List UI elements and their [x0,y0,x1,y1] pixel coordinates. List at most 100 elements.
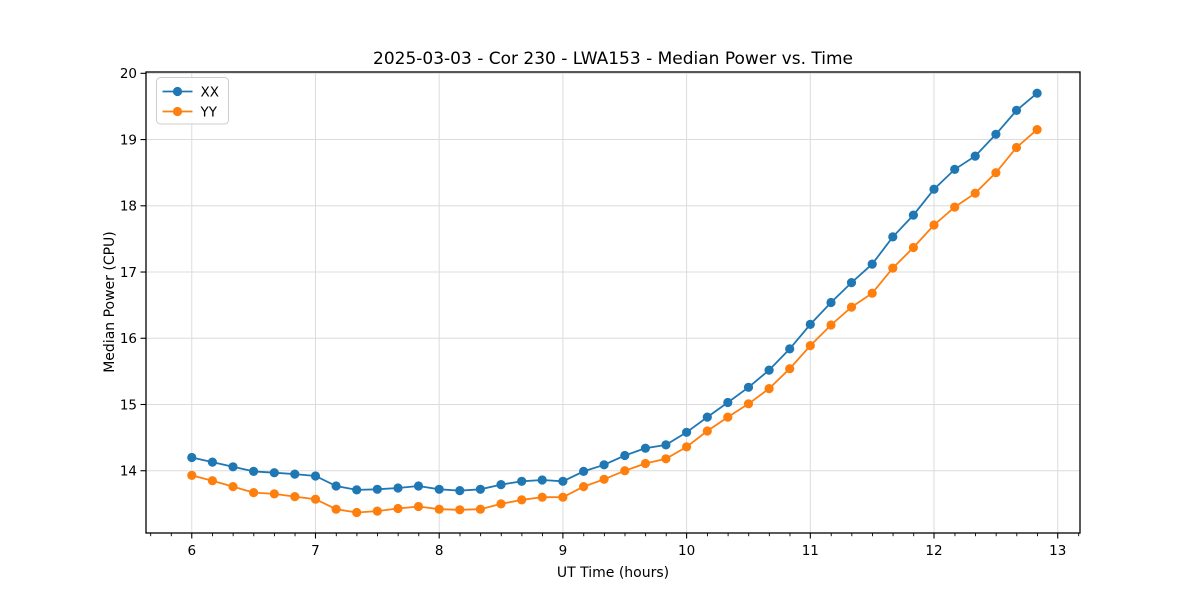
data-point [579,482,589,492]
data-point [867,259,877,269]
data-point [723,397,733,408]
data-point [723,412,733,422]
data-point [929,184,939,194]
data-point [249,488,259,498]
data-point [682,442,692,452]
data-point [929,220,939,230]
data-point [785,344,795,354]
y-axis-label: Median Power (CPU) [102,231,118,373]
legend-marker-icon [172,86,183,97]
data-point [950,164,960,174]
data-point [310,471,321,481]
data-point [434,504,444,514]
data-point [372,484,382,494]
data-point [743,399,754,409]
x-tick-label: 8 [435,543,444,559]
data-point [413,481,424,491]
data-point [620,450,630,461]
x-tick-label: 10 [678,543,695,559]
y-tick-label: 20 [120,66,137,82]
data-point [682,427,692,437]
data-point [496,480,506,490]
x-tick-label: 7 [311,543,320,559]
x-axis-label: UT Time (hours) [556,565,670,581]
data-point [991,129,1001,139]
data-point [537,475,547,485]
data-point [764,365,774,375]
data-point [249,466,259,476]
series-yy [187,125,1042,518]
axes-spines [145,71,1081,534]
legend-entry-xx: XX [162,84,220,100]
data-point [413,501,424,512]
data-point [352,507,362,518]
x-tick-label: 6 [187,543,196,559]
data-point [1032,125,1042,135]
data-point [805,341,815,351]
data-point [537,492,547,502]
data-point [970,151,980,161]
data-point [331,504,341,514]
legend-label: XX [201,84,220,100]
data-point [867,288,877,298]
data-point [599,474,609,484]
data-point [702,412,712,422]
data-point [269,468,279,478]
data-point [846,278,857,288]
data-point [475,504,485,514]
data-point [888,232,898,242]
data-point [599,460,609,470]
y-tick-label: 18 [120,199,137,215]
data-point [558,476,568,486]
data-point [661,440,671,450]
data-point [908,210,919,220]
data-point [640,458,651,469]
data-point [908,242,919,253]
data-point [517,495,527,505]
data-point [207,457,217,467]
data-point [434,484,444,494]
data-point [290,492,300,502]
gridlines [146,72,1080,533]
data-point [764,384,774,394]
data-point [352,485,362,495]
data-point [207,476,217,486]
data-point [393,503,403,514]
data-point [785,364,795,374]
x-tick-label: 9 [559,543,568,559]
data-point [331,481,341,491]
data-point [372,506,382,516]
legend-marker-icon [172,106,183,117]
data-point [228,462,238,472]
data-point [970,188,980,198]
data-point [187,470,197,480]
data-point [991,168,1001,178]
data-point [310,494,321,504]
data-point [475,484,485,494]
data-point [640,443,651,453]
data-point [888,263,898,273]
data-point [558,492,568,502]
data-point [950,202,960,212]
legend-label: YY [200,104,218,120]
data-point [620,466,630,476]
data-point [187,452,197,463]
y-tick-label: 15 [120,397,137,413]
data-point [805,319,815,329]
x-tick-label: 12 [925,543,942,559]
series-xx [187,88,1042,496]
y-tick-label: 14 [120,464,137,480]
data-point [228,482,238,492]
y-tick-label: 17 [120,265,137,281]
data-point [579,466,589,476]
data-point [846,302,857,312]
data-point [269,489,279,499]
data-point [661,454,671,464]
x-tick-label: 13 [1049,543,1066,559]
data-point [1032,88,1042,98]
data-point [517,476,527,486]
data-point [496,499,506,509]
data-point [290,469,300,479]
